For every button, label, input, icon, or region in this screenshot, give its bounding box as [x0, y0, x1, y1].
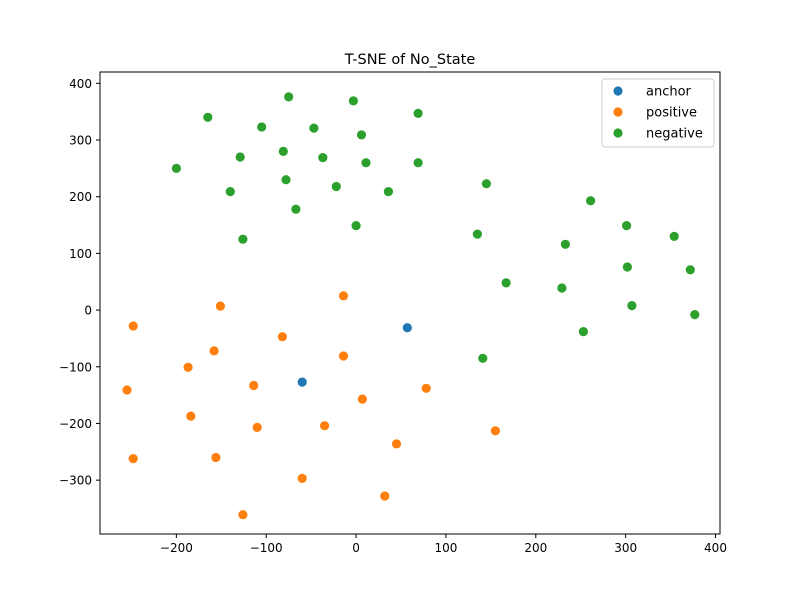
legend-marker-negative [613, 128, 623, 138]
data-point-negative [351, 221, 361, 231]
y-tick-label: 0 [84, 304, 92, 318]
legend-label-positive: positive [646, 106, 697, 121]
data-point-positive [391, 439, 402, 449]
data-point-negative [225, 187, 235, 197]
data-point-negative [309, 123, 319, 133]
legend-marker-positive [613, 107, 623, 117]
data-point-positive [183, 362, 193, 372]
data-point-negative [478, 353, 488, 363]
data-point-positive [320, 421, 330, 431]
data-point-negative [203, 112, 213, 122]
data-point-anchor [297, 377, 307, 387]
data-point-negative [472, 229, 482, 239]
data-point-positive [122, 385, 132, 395]
data-point-positive [380, 491, 390, 501]
data-point-negative [560, 239, 571, 249]
data-point-negative [171, 163, 181, 173]
data-point-negative [622, 262, 633, 272]
plot-frame [99, 71, 721, 535]
data-point-positive [277, 332, 287, 342]
data-point-negative [413, 108, 423, 118]
data-point-negative [685, 265, 695, 275]
data-point-anchor [402, 323, 412, 333]
data-point-negative [348, 96, 358, 106]
legend: anchor positive negative [601, 78, 715, 148]
y-axis: −300 −200 −100 0 100 200 300 400 [59, 77, 100, 488]
y-tick-label: 300 [69, 134, 92, 148]
data-point-positive [249, 380, 259, 391]
data-point-positive [338, 291, 349, 301]
x-tick-label: 300 [614, 541, 637, 555]
points-layer [122, 92, 700, 520]
x-tick-label: 0 [352, 541, 360, 555]
y-tick-label: 200 [69, 190, 92, 204]
data-point-negative [690, 310, 700, 320]
data-point-negative [627, 301, 637, 311]
data-point-positive [128, 454, 138, 464]
legend-box [601, 78, 715, 148]
data-point-negative [281, 175, 291, 185]
data-point-negative [257, 122, 267, 132]
data-point-negative [356, 130, 367, 140]
x-tick-label: −200 [160, 541, 193, 555]
x-axis: −200 −100 0 100 200 300 400 [160, 534, 727, 555]
data-point-negative [318, 153, 328, 163]
data-point-negative [291, 204, 301, 214]
data-point-positive [211, 452, 221, 463]
data-point-negative [235, 152, 245, 162]
data-point-negative [622, 221, 632, 231]
data-point-positive [215, 301, 225, 311]
legend-marker-anchor [613, 86, 623, 96]
y-tick-label: −300 [59, 474, 92, 488]
x-tick-label: 200 [524, 541, 547, 555]
data-point-negative [481, 179, 491, 189]
data-point-negative [238, 234, 248, 244]
y-tick-label: −100 [59, 360, 92, 374]
legend-label-anchor: anchor [646, 85, 692, 100]
x-tick-label: 100 [434, 541, 457, 555]
data-point-negative [383, 187, 393, 197]
data-point-positive [209, 346, 219, 356]
y-tick-label: 100 [69, 247, 92, 261]
data-point-negative [284, 92, 294, 102]
data-point-negative [361, 158, 371, 168]
data-point-positive [338, 351, 349, 361]
data-point-positive [128, 321, 138, 331]
data-point-positive [186, 411, 196, 421]
chart-title: T-SNE of No_State [344, 52, 476, 68]
data-point-negative [578, 327, 589, 337]
data-point-negative [501, 278, 511, 288]
data-point-positive [238, 510, 248, 520]
data-point-positive [357, 394, 367, 404]
x-tick-label: 400 [704, 541, 727, 555]
data-point-positive [297, 473, 307, 483]
data-point-positive [252, 422, 262, 432]
data-point-negative [278, 146, 288, 156]
data-point-negative [586, 196, 596, 206]
data-point-negative [557, 283, 567, 293]
y-tick-label: −200 [59, 417, 92, 431]
data-point-negative [413, 158, 423, 168]
data-point-negative [331, 181, 341, 192]
data-point-positive [421, 383, 431, 393]
y-tick-label: 400 [69, 77, 92, 91]
data-point-positive [490, 426, 500, 436]
legend-label-negative: negative [646, 127, 703, 142]
data-point-negative [669, 231, 679, 241]
x-tick-label: −100 [250, 541, 283, 555]
